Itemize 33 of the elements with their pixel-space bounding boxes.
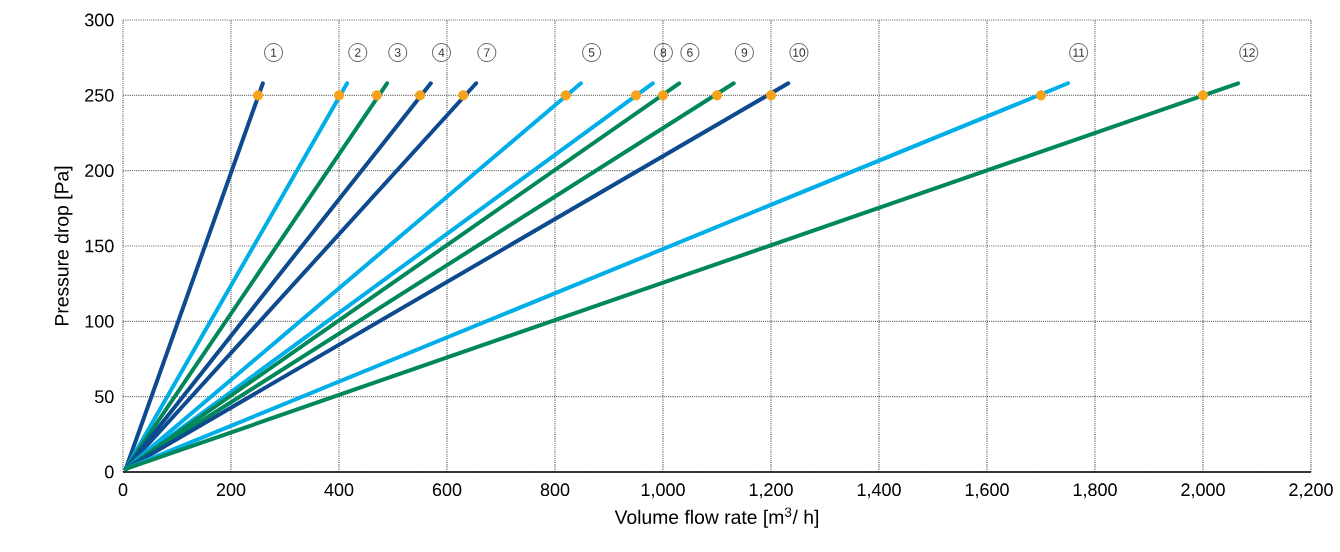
y-tick-label: 100	[85, 314, 114, 328]
text: 9	[741, 48, 748, 57]
x-tick-label: 1,600	[965, 483, 1009, 499]
y-tick-label: 50	[94, 390, 114, 404]
x-tick-label: 1,800	[1073, 483, 1117, 499]
x-axis-title: Volume flow rate [m$^{3}$/ h]	[614, 507, 819, 528]
text: 7	[484, 48, 490, 57]
text: 8	[660, 48, 667, 57]
text: 3	[394, 48, 401, 57]
text: 6	[687, 48, 693, 57]
text: 12	[1243, 48, 1255, 57]
text: 5	[588, 48, 595, 57]
y-tick-label: 250	[85, 88, 114, 102]
x-tick-label: 400	[324, 483, 354, 497]
x-tick-label: 800	[540, 483, 570, 497]
x-tick-label: 2,200	[1289, 483, 1333, 499]
x-tick-label: 600	[432, 483, 462, 497]
x-tick-label: 1,200	[749, 483, 793, 499]
text: 4	[438, 48, 445, 57]
y-axis-title: Pressure drop [Pa]	[54, 166, 73, 325]
x-tick-label: 1,400	[857, 483, 901, 499]
y-tick-label: 150	[85, 239, 114, 253]
x-tick-label: 2,000	[1181, 483, 1225, 499]
x-tick-label: 1,000	[641, 483, 685, 499]
x-tick-label: 200	[216, 483, 246, 497]
text: 2	[355, 48, 361, 57]
y-tick-label: 300	[84, 13, 114, 27]
x-tick-label: 0	[118, 483, 128, 497]
y-tick-label: 0	[105, 465, 114, 479]
text: 1	[271, 48, 277, 57]
text: 11	[1073, 48, 1085, 57]
text: 10	[793, 48, 806, 57]
y-tick-label: 200	[85, 164, 114, 178]
